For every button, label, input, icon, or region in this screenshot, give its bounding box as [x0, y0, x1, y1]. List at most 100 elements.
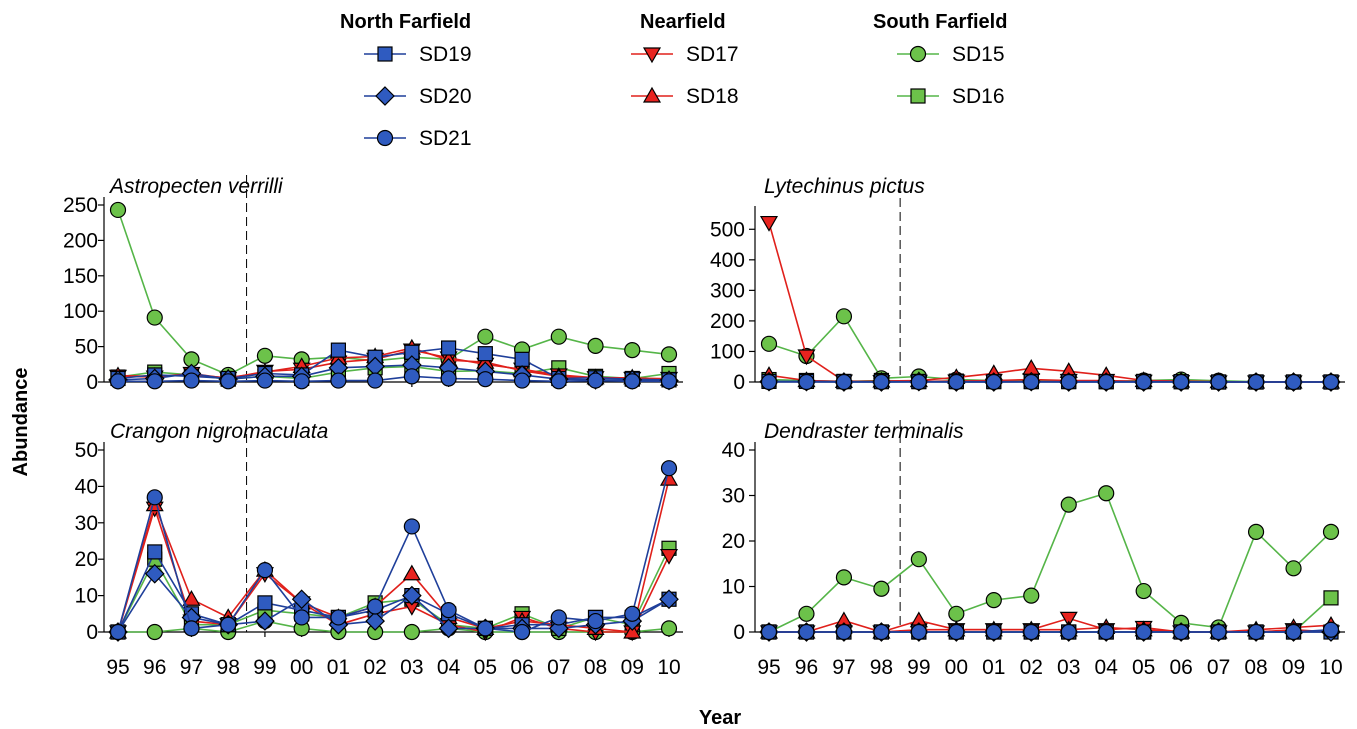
data-point [441, 340, 457, 356]
data-point [1322, 621, 1340, 638]
data-point [477, 346, 493, 362]
data-point [183, 620, 200, 637]
data-point [182, 590, 201, 606]
series-line [768, 492, 1332, 633]
data-point [257, 595, 273, 611]
x-tick-label: 03 [400, 656, 423, 679]
y-tick-label: 100 [710, 340, 745, 363]
data-point [477, 620, 494, 637]
series-SD21 [109, 368, 678, 390]
data-point [910, 623, 927, 641]
y-tick-label: 10 [722, 576, 745, 599]
data-point [402, 585, 422, 606]
y-tick-label: 30 [722, 485, 745, 508]
y-tick-label: 300 [710, 279, 745, 302]
series-line [118, 375, 669, 383]
y-tick-label: 0 [86, 371, 98, 394]
y-tick-label: 0 [733, 371, 745, 394]
x-tick-label: 10 [657, 656, 680, 679]
x-tick-label: 03 [1057, 656, 1080, 679]
data-point [1247, 623, 1265, 641]
data-point [183, 372, 200, 389]
data-point [1285, 373, 1302, 391]
data-point [402, 564, 421, 581]
data-point [256, 372, 274, 389]
legend-group-title: South Farfield [873, 11, 1007, 33]
data-point [760, 335, 778, 352]
data-point [873, 373, 890, 391]
data-point [1173, 373, 1190, 391]
data-point [477, 328, 494, 345]
y-tick-label: 20 [722, 530, 745, 553]
series-line [117, 468, 670, 633]
series-line [769, 628, 1332, 633]
panel: Astropecten verrilli 0 50 100 150 200 250 [63, 175, 683, 394]
data-point [835, 623, 853, 641]
x-tick-label: 95 [757, 656, 780, 679]
legend-marker [375, 86, 395, 106]
data-point [624, 373, 641, 390]
data-point [1135, 582, 1152, 600]
series-line [117, 209, 670, 376]
x-tick-label: 04 [437, 656, 461, 679]
y-tick-label: 250 [63, 194, 98, 217]
data-point [1173, 623, 1190, 641]
data-point [910, 551, 927, 568]
x-tick-label: 10 [1319, 656, 1342, 679]
panels: Astropecten verrilli050100150200250Lytec… [63, 175, 1345, 679]
x-tick-label: 96 [795, 656, 818, 679]
x-tick-label: 97 [180, 656, 203, 679]
data-point [798, 623, 815, 641]
data-point [835, 308, 853, 325]
x-tick-label: 99 [907, 656, 930, 679]
data-point [1060, 623, 1077, 641]
data-point [1322, 373, 1340, 391]
data-point [1135, 623, 1152, 641]
data-point [660, 373, 678, 390]
data-point [1059, 611, 1078, 628]
x-tick-label: 01 [327, 656, 350, 679]
data-point [220, 616, 237, 633]
data-point [477, 371, 494, 388]
data-point [660, 620, 678, 637]
data-point [660, 460, 678, 477]
legend-marker [376, 129, 394, 147]
x-tick-label: 06 [1169, 656, 1192, 679]
x-tick-label: 05 [474, 656, 497, 679]
series-SD17 [759, 215, 1341, 392]
panel-title: Dendraster terminalis [764, 420, 964, 443]
y-tick-label: 30 [75, 512, 98, 535]
x-tick-label: 99 [253, 656, 276, 679]
data-point [146, 489, 163, 506]
data-point [293, 609, 310, 626]
data-point [985, 592, 1002, 609]
data-point [1060, 373, 1077, 391]
data-point [146, 309, 163, 326]
data-point [1023, 623, 1040, 641]
x-tick-label: 00 [290, 656, 313, 679]
series-line [118, 620, 670, 633]
data-point [403, 368, 420, 385]
x-tick-label: 05 [1132, 656, 1155, 679]
data-point [367, 598, 384, 615]
series-line [768, 314, 1331, 383]
legend-marker [377, 46, 393, 62]
data-point [985, 623, 1002, 641]
data-point [513, 372, 531, 389]
x-tick-label: 07 [1207, 656, 1230, 679]
data-point [256, 347, 274, 364]
data-point [659, 589, 679, 610]
data-point [440, 370, 457, 387]
data-point [256, 562, 274, 579]
data-point [624, 342, 641, 359]
series-line [117, 547, 670, 633]
data-point [109, 373, 127, 390]
data-point [760, 373, 778, 391]
data-point [1210, 623, 1227, 641]
data-point [1210, 373, 1227, 391]
legend-label: SD16 [952, 85, 1005, 108]
data-point [147, 544, 163, 560]
series-line [769, 597, 1332, 633]
